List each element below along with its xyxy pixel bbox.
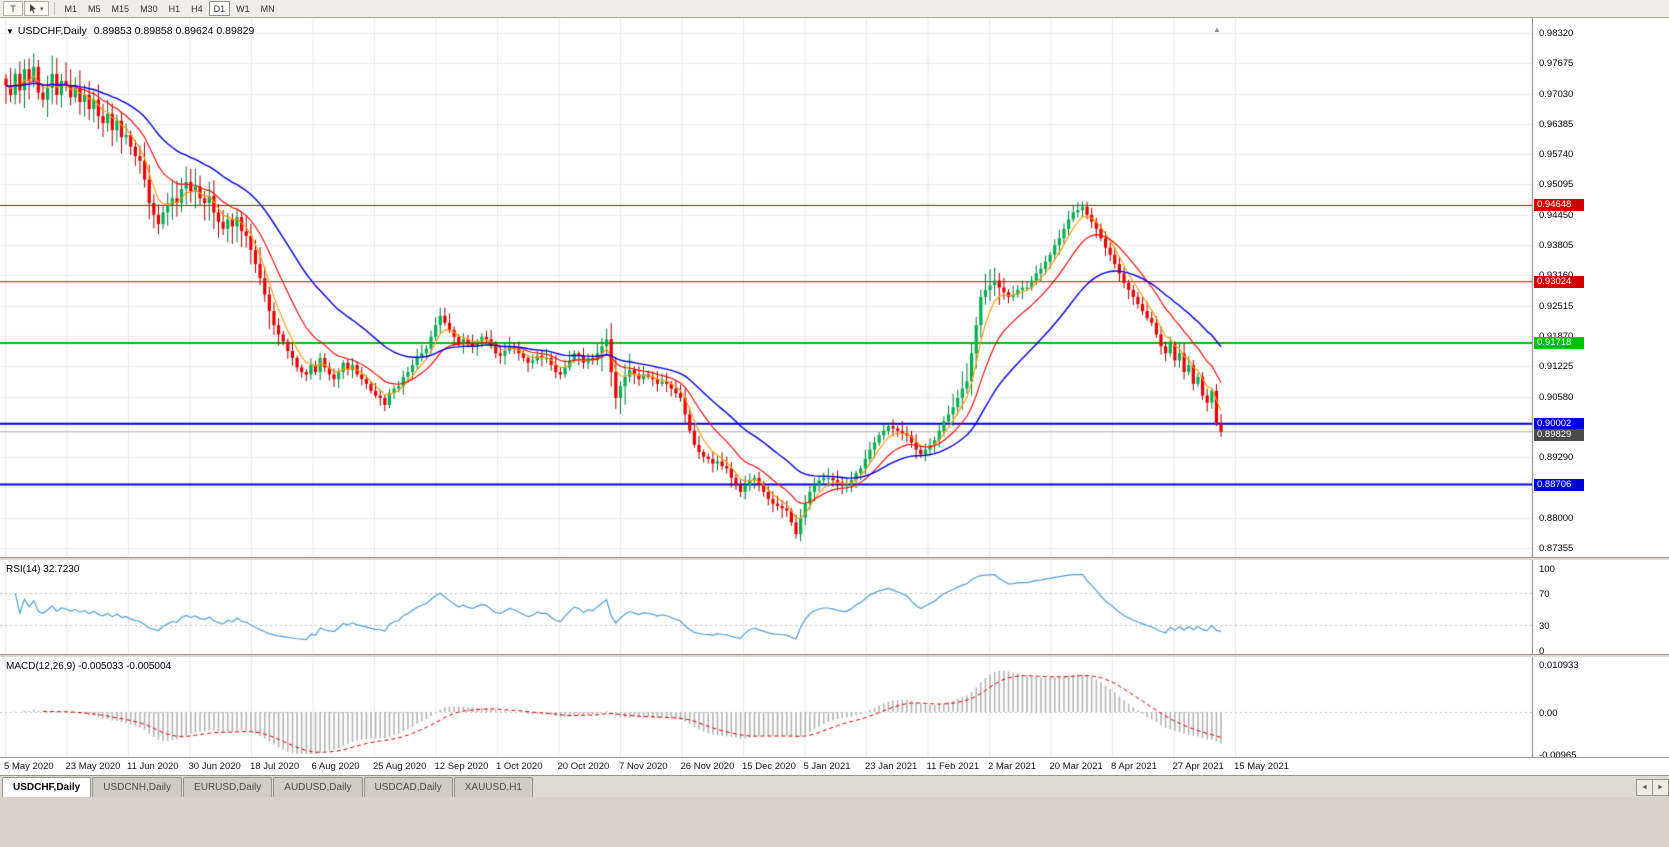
time-axis-label: 30 Jun 2020 — [188, 761, 241, 772]
price-axis-label: 0.87355 — [1539, 543, 1574, 554]
price-axis-label: 0.88000 — [1539, 512, 1574, 524]
tab-usdcnh-daily[interactable]: USDCNH,Daily — [92, 777, 183, 797]
chart-ohlc-values: 0.89853 0.89858 0.89624 0.89829 — [93, 25, 255, 37]
time-axis-label: 5 Jan 2021 — [803, 761, 851, 772]
chart-symbol-label: USDCHF,Daily — [17, 25, 87, 37]
rsi-header: RSI(14) 32.7230 — [6, 564, 80, 575]
time-axis-label: 20 Oct 2020 — [557, 761, 610, 772]
hline-price-tag: 0.93024 — [1534, 275, 1584, 288]
cursor-icon — [30, 4, 36, 13]
macd-axis-label: -0.00965 — [1539, 750, 1577, 757]
time-axis-label: 26 Nov 2020 — [680, 761, 735, 772]
macd-header: MACD(12,26,9) -0.005033 -0.005004 — [6, 661, 172, 672]
timeframe-group: M1 M5 M15 M30 H1 H4 D1 W1 MN — [60, 1, 280, 16]
macd-canvas[interactable] — [0, 657, 1669, 757]
panel-splitter[interactable] — [0, 557, 1669, 560]
price-axis-label: 0.90580 — [1539, 391, 1574, 403]
time-axis-label: 1 Oct 2020 — [496, 761, 543, 772]
window-background — [0, 797, 1669, 847]
time-axis-label: 7 Nov 2020 — [619, 761, 668, 772]
macd-axis-label: 0.00 — [1539, 708, 1558, 719]
price-axis-label: 0.91870 — [1539, 331, 1573, 342]
time-axis-label: 5 May 2020 — [4, 761, 54, 772]
toolbar-separator — [53, 2, 55, 15]
time-axis-label: 23 Jan 2021 — [865, 761, 918, 772]
price-axis-label: 0.96385 — [1539, 118, 1574, 130]
hline-price-tag: 0.88706 — [1534, 478, 1584, 491]
time-axis-label: 11 Feb 2021 — [926, 761, 980, 772]
price-axis-label: 0.94450 — [1539, 209, 1574, 221]
price-axis-label: 0.91225 — [1539, 361, 1574, 373]
rsi-axis-label: 0 — [1539, 646, 1545, 654]
tabs-scroll-left-button[interactable]: ◄ — [1636, 779, 1653, 796]
tabs-scroll-right-button[interactable]: ► — [1652, 779, 1669, 796]
timeframe-button-d1[interactable]: D1 — [208, 1, 231, 16]
tab-audusd-daily[interactable]: AUDUSD,Daily — [273, 777, 363, 797]
time-axis-label: 12 Sep 2020 — [434, 761, 489, 772]
rsi-canvas[interactable] — [0, 560, 1669, 654]
time-axis-label: 25 Aug 2020 — [373, 761, 427, 772]
symbol-dropdown-icon[interactable]: ▼ — [6, 27, 14, 36]
hline-price-tag: 0.90002 — [1534, 417, 1584, 430]
price-axis-label: 0.95095 — [1539, 179, 1574, 191]
chart-tabs-bar: USDCHF,Daily USDCNH,Daily EURUSD,Daily AUDU… — [0, 775, 1669, 797]
time-axis-label: 15 May 2021 — [1234, 761, 1289, 772]
time-axis-label: 20 Mar 2021 — [1049, 761, 1103, 772]
time-axis-label: 23 May 2020 — [65, 761, 121, 772]
time-axis-label: 8 Apr 2021 — [1111, 761, 1157, 772]
tab-usdchf-daily[interactable]: USDCHF,Daily — [2, 777, 92, 797]
price-axis-label: 0.89290 — [1539, 452, 1574, 464]
timeframe-button-m30[interactable]: M30 — [135, 1, 163, 16]
price-axis-label: 0.95740 — [1539, 149, 1574, 161]
main-chart-panel: ▼ USDCHF,Daily 0.89853 0.89858 0.89624 0.8… — [0, 18, 1669, 557]
time-axis[interactable]: 5 May 2020 23 May 2020 11 Jun 2020 30 Jun 2… — [0, 757, 1669, 775]
tab-xauusd-h1[interactable]: XAUUSD,H1 — [453, 777, 533, 797]
timeframe-button-mn[interactable]: MN — [256, 1, 280, 16]
time-axis-label: 18 Jul 2020 — [250, 761, 300, 772]
rsi-axis-label: 100 — [1539, 564, 1555, 575]
main-chart-canvas[interactable] — [0, 18, 1669, 557]
price-axis-label: 0.93805 — [1539, 240, 1574, 252]
rsi-axis-label: 70 — [1539, 588, 1550, 600]
tab-eurusd-daily[interactable]: EURUSD,Daily — [183, 777, 273, 797]
macd-axis-label: 0.010933 — [1539, 659, 1579, 671]
macd-panel: MACD(12,26,9) -0.005033 -0.005004 0.0109… — [0, 657, 1669, 757]
price-axis-label: 0.97030 — [1539, 88, 1574, 100]
time-axis-label: 6 Aug 2020 — [311, 761, 360, 772]
price-axis-label: 0.92515 — [1539, 300, 1574, 312]
timeframe-button-m5[interactable]: M5 — [83, 1, 106, 16]
timeframe-button-m1[interactable]: M1 — [60, 1, 83, 16]
tab-usdcad-daily[interactable]: USDCAD,Daily — [363, 777, 453, 797]
chart-ohlc-header: ▼ USDCHF,Daily 0.89853 0.89858 0.89624 0.8… — [6, 25, 254, 37]
timeframe-button-m15[interactable]: M15 — [107, 1, 135, 16]
current-price-tag: 0.89829 — [1534, 428, 1584, 441]
panel-splitter[interactable] — [0, 654, 1669, 657]
price-axis-label: 0.98320 — [1539, 28, 1574, 39]
timeframe-button-h4[interactable]: H4 — [186, 1, 208, 16]
chevron-down-icon: ▾ — [40, 5, 44, 13]
time-axis-label: 15 Dec 2020 — [742, 761, 796, 772]
time-axis-label: 11 Jun 2020 — [127, 761, 179, 772]
crosshair-tool-button[interactable]: ▾ — [24, 1, 49, 16]
time-axis-label: 27 Apr 2021 — [1172, 761, 1224, 772]
time-axis-label: 2 Mar 2021 — [988, 761, 1037, 772]
price-axis-label: 0.97675 — [1539, 58, 1574, 70]
rsi-axis-label: 30 — [1539, 621, 1550, 633]
hline-price-tag: 0.94648 — [1534, 199, 1584, 212]
timeframe-button-h1[interactable]: H1 — [164, 1, 186, 16]
rsi-panel: RSI(14) 32.7230 100 70 30 0 — [0, 560, 1669, 654]
scroll-to-end-icon[interactable]: ▲ — [1213, 25, 1221, 34]
hline-price-tag: 0.91718 — [1534, 337, 1584, 350]
toolbar: T ▾ M1 M5 M15 M30 H1 H4 D1 W1 MN — [0, 0, 1669, 18]
timeframe-button-w1[interactable]: W1 — [231, 1, 255, 16]
templates-button[interactable]: T — [3, 1, 23, 16]
